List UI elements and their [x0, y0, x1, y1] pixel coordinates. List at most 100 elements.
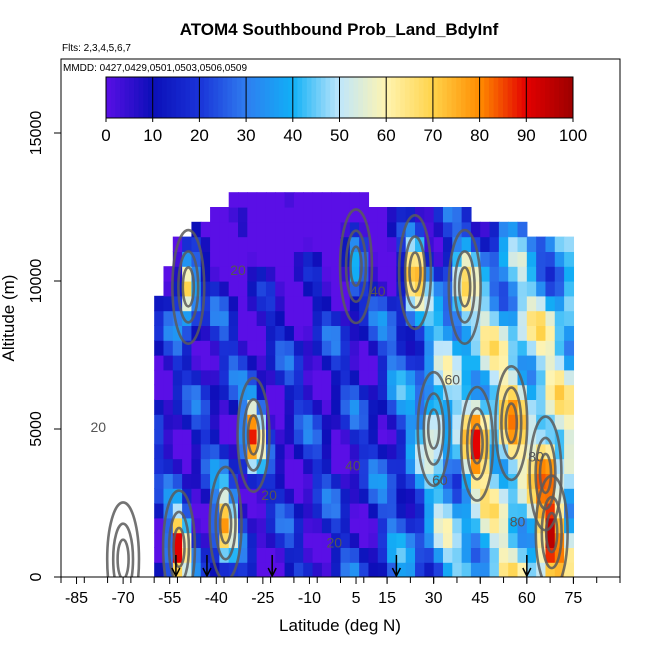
x-tick-label: 75	[565, 590, 583, 607]
heatmap-cell	[526, 266, 537, 282]
heatmap-cell	[284, 325, 295, 341]
colorbar-tick-label: 80	[470, 126, 489, 145]
heatmap-cell	[275, 532, 286, 548]
heatmap-cell	[349, 369, 360, 386]
heatmap-cell	[154, 429, 165, 445]
heatmap-cell	[265, 310, 276, 326]
heatmap-cell	[163, 429, 174, 445]
contour-line	[105, 501, 141, 577]
heatmap-cell	[368, 547, 379, 563]
heatmap-cell	[331, 399, 342, 415]
colorbar-tick-label: 0	[101, 126, 110, 145]
heatmap-cell	[387, 251, 397, 267]
heatmap-cell	[470, 295, 481, 312]
heatmap-cell	[387, 310, 397, 326]
heatmap-cell	[303, 266, 314, 282]
heatmap-cell	[554, 384, 565, 400]
heatmap-cell	[265, 384, 276, 400]
heatmap-cell	[433, 547, 444, 563]
heatmap-cell	[331, 562, 342, 577]
heatmap-cell	[461, 399, 472, 415]
heatmap-cell	[508, 221, 519, 238]
heatmap-cell	[284, 503, 295, 519]
heatmap-cell	[256, 192, 267, 208]
heatmap-cell	[461, 251, 472, 267]
heatmap-cell	[359, 414, 370, 430]
heatmap-cell	[303, 399, 314, 415]
colorbar-segment	[106, 77, 112, 118]
colorbar-segment	[255, 77, 261, 118]
heatmap-cell	[433, 458, 444, 474]
colorbar-tick-label: 60	[377, 126, 396, 145]
heatmap-cell	[452, 281, 463, 297]
heatmap-cell	[256, 399, 267, 415]
colorbar-segment	[157, 77, 163, 118]
heatmap-cell	[312, 384, 323, 400]
heatmap-cell	[172, 443, 183, 460]
heatmap-cell	[442, 310, 453, 326]
heatmap-cell	[228, 340, 239, 356]
heatmap-cell	[489, 281, 500, 297]
x-axis: -85 -70 -55 -40 -25 -10 5 15 30 45 60 75	[60, 577, 621, 607]
heatmap-cell	[405, 562, 416, 577]
heatmap-cell	[359, 547, 370, 563]
heatmap-cell	[536, 414, 547, 430]
contour-label: 20	[261, 487, 277, 503]
heatmap-cell	[293, 295, 304, 312]
heatmap-cell	[303, 488, 314, 504]
heatmap-cell	[182, 473, 193, 489]
colorbar-segment	[260, 77, 266, 118]
heatmap-cell	[238, 503, 248, 519]
heatmap-cell	[554, 295, 565, 312]
heatmap-cell	[349, 517, 360, 534]
heatmap-cell	[321, 503, 332, 519]
heatmap-cell	[498, 429, 509, 445]
heatmap-cell	[387, 355, 397, 371]
heatmap-cell	[182, 281, 193, 297]
heatmap-cell	[154, 310, 165, 326]
heatmap-cell	[275, 384, 286, 400]
heatmap-cell	[564, 488, 575, 504]
heatmap-cell	[219, 429, 230, 445]
colorbar-tick-label: 20	[190, 126, 209, 145]
heatmap-cell	[564, 562, 575, 577]
heatmap-cell	[284, 207, 295, 223]
colorbar-segment	[465, 77, 471, 118]
colorbar-segment	[395, 77, 401, 118]
x-tick-label: -85	[65, 590, 88, 607]
heatmap-cell	[247, 281, 258, 297]
heatmap-cell	[210, 443, 220, 460]
heatmap-cell	[172, 458, 183, 474]
heatmap-cell	[545, 443, 556, 460]
colorbar-segment	[428, 77, 434, 118]
heatmap-cell	[536, 295, 547, 312]
heatmap-cell	[508, 458, 519, 474]
heatmap-cell	[228, 221, 239, 238]
heatmap-cell	[387, 221, 397, 238]
heatmap-cell	[508, 310, 519, 326]
heatmap-cell	[498, 295, 509, 312]
heatmap-cell	[415, 310, 425, 326]
heatmap-cell	[275, 458, 286, 474]
heatmap-cell	[349, 355, 360, 371]
heatmap-cell	[396, 369, 407, 386]
heatmap-cell	[545, 310, 556, 326]
heatmap-cell	[433, 443, 444, 460]
colorbar-segment	[162, 77, 168, 118]
heatmap-cell	[433, 221, 444, 238]
colorbar-segment	[171, 77, 177, 118]
heatmap-cell	[377, 517, 388, 534]
heatmap-cell	[331, 384, 342, 400]
heatmap-cell	[154, 488, 165, 504]
heatmap-cell	[480, 236, 491, 252]
heatmap-cell	[480, 281, 491, 297]
y-axis-title: Altitude (m)	[0, 275, 18, 362]
heatmap-cell	[191, 488, 202, 504]
heatmap-cell	[387, 207, 397, 223]
heatmap-cell	[312, 281, 323, 297]
heatmap-cell	[433, 251, 444, 267]
heatmap-cell	[228, 473, 239, 489]
heatmap-cell	[284, 532, 295, 548]
heatmap-cell	[293, 310, 304, 326]
heatmap-cell	[247, 340, 258, 356]
